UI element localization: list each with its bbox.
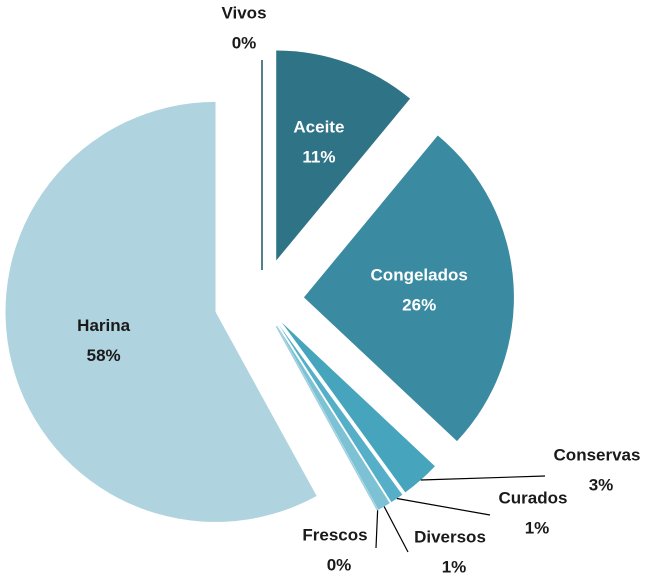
pie-slice (275, 325, 379, 511)
slice-name: Aceite (293, 117, 344, 136)
leader-line (375, 510, 379, 549)
pie-slice (303, 135, 514, 442)
leader-line (383, 506, 409, 553)
slice-value-label: 11% (302, 147, 335, 166)
pie-slice (277, 325, 390, 510)
pie-slice (281, 322, 435, 493)
pie-slice (278, 324, 403, 503)
leader-line (420, 475, 546, 481)
slice-name: Diversos (414, 527, 486, 546)
slice-name: Curados (499, 488, 568, 507)
slice-value-label: 1% (525, 518, 550, 537)
pie-slice (5, 101, 317, 522)
slice-value-label: 0% (327, 555, 352, 574)
slice-name: Harina (77, 316, 130, 335)
slice-name: Frescos (302, 525, 367, 544)
slice-value-label: 3% (589, 475, 614, 494)
slice-name: Conservas (554, 445, 641, 464)
slice-name: Vivos (221, 3, 266, 22)
slice-name: Congelados (371, 266, 468, 285)
slice-value-label: 0% (232, 33, 257, 52)
slice-value-label: 26% (402, 296, 436, 315)
slice-value-label: 1% (442, 557, 467, 576)
leader-line (396, 497, 491, 516)
slice-value-label: 58% (87, 346, 121, 365)
pie-slice (276, 50, 411, 261)
